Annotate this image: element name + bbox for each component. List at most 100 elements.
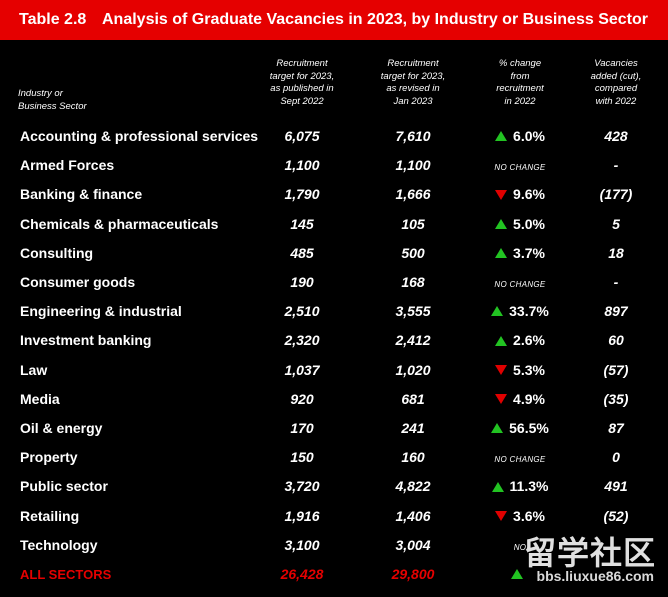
triangle-up-icon — [495, 218, 508, 229]
target-jan-value: 29,800 — [391, 566, 435, 582]
header-target-jan: Recruitment target for 2023, as revised … — [380, 58, 446, 107]
sector-name: Retailing — [20, 507, 80, 524]
triangle-down-icon — [495, 510, 508, 521]
triangle-down-icon — [495, 189, 508, 200]
percent-change-cell: 6.0% — [484, 122, 556, 151]
table-title-bar: Table 2.8 Analysis of Graduate Vacancies… — [0, 0, 668, 40]
target-sept-value: 1,790 — [284, 186, 320, 203]
header-sector: Industry or Business Sector — [18, 88, 87, 112]
triangle-up-icon — [491, 306, 504, 317]
triangle-down-icon — [495, 394, 508, 405]
target-sept-value: 1,916 — [284, 507, 320, 524]
percent-change-cell: 5.0% — [484, 210, 556, 239]
table-row: Banking & finance 1,790 1,666 9.6% (177) — [0, 180, 668, 209]
target-jan-value: 3,004 — [395, 536, 431, 553]
target-jan-value: 168 — [401, 274, 425, 290]
table-row: Engineering & industrial 2,510 3,555 33.7% 8… — [0, 297, 668, 326]
no-change-label: NO CHANGE — [494, 455, 546, 465]
triangle-up-icon — [491, 423, 504, 434]
vacancies-added-value: (177) — [599, 186, 633, 203]
sector-name: Chemicals & pharmaceuticals — [20, 215, 219, 232]
table-row: Investment banking 2,320 2,412 2.6% 60 — [0, 326, 668, 355]
percent-change-value: 3.7% — [513, 244, 545, 261]
percent-change-value: 3.6% — [513, 507, 545, 524]
sector-name: ALL SECTORS — [20, 567, 112, 582]
vacancies-added-value: 87 — [608, 420, 624, 436]
target-jan-value: 3,555 — [395, 303, 431, 320]
target-sept-value: 3,100 — [284, 536, 320, 553]
sector-name: Accounting & professional services — [20, 128, 259, 144]
table-row: Oil & energy 170 241 56.5% 87 — [0, 414, 668, 443]
vacancies-added-value: - — [613, 157, 619, 174]
target-sept-value: 190 — [290, 274, 314, 290]
target-jan-value: 7,610 — [395, 128, 431, 144]
table-row: Retailing 1,916 1,406 3.6% (52) — [0, 502, 668, 531]
table-row: Chemicals & pharmaceuticals 145 105 5.0% 5 — [0, 210, 668, 239]
target-sept-value: 6,075 — [284, 128, 320, 144]
table-row: Accounting & professional services 6,075 7… — [0, 122, 668, 151]
table-title: Analysis of Graduate Vacancies in 2023, … — [102, 11, 648, 28]
target-jan-value: 1,100 — [395, 157, 431, 174]
total-row: ALL SECTORS 26,428 29,800 — [0, 560, 668, 589]
sector-name: Investment banking — [20, 332, 152, 349]
vacancies-added-value: (35) — [603, 390, 629, 407]
target-sept-value: 2,510 — [284, 303, 320, 320]
sector-name: Engineering & industrial — [20, 303, 182, 320]
vacancies-added-value: - — [613, 274, 619, 290]
sector-name: Public sector — [20, 478, 108, 495]
header-vacancies-added: Vacancies added (cut), compared with 202… — [590, 58, 642, 107]
target-jan-value: 1,406 — [395, 507, 431, 524]
table-row: Technology 3,100 3,004 NO — [0, 531, 668, 560]
header-target-sept: Recruitment target for 2023, as publishe… — [269, 58, 335, 107]
triangle-down-icon — [495, 364, 508, 375]
sector-name: Consulting — [20, 244, 94, 261]
percent-change-cell: 56.5% — [484, 414, 556, 443]
vacancies-added-value: 428 — [604, 128, 628, 144]
no-change-label: NO CHANGE — [494, 280, 546, 289]
target-jan-value: 160 — [401, 449, 425, 466]
percent-change-cell: 11.3% — [484, 472, 556, 501]
percent-change-cell: 4.9% — [484, 385, 556, 414]
triangle-up-icon — [491, 481, 504, 492]
vacancies-added-value: (57) — [603, 361, 629, 378]
sector-name: Oil & energy — [20, 420, 103, 436]
table-row: Media 920 681 4.9% (35) — [0, 385, 668, 414]
target-sept-value: 1,037 — [284, 361, 320, 378]
vacancies-added-value: (52) — [603, 507, 629, 524]
percent-change-value: 9.6% — [513, 186, 545, 203]
target-sept-value: 145 — [290, 215, 314, 232]
sector-name: Media — [20, 390, 60, 407]
target-sept-value: 3,720 — [284, 478, 320, 495]
percent-change-cell: 9.6% — [484, 180, 556, 209]
target-sept-value: 150 — [290, 449, 314, 466]
target-sept-value: 485 — [290, 244, 314, 261]
target-jan-value: 500 — [401, 244, 425, 261]
target-jan-value: 1,666 — [395, 186, 431, 203]
percent-change-cell: 5.3% — [484, 356, 556, 385]
target-jan-value: 105 — [401, 215, 425, 232]
sector-name: Technology — [20, 536, 98, 553]
target-jan-value: 681 — [401, 390, 425, 407]
percent-change-value: 6.0% — [513, 128, 545, 144]
triangle-up-icon — [495, 131, 508, 142]
vacancies-added-value: 491 — [604, 478, 628, 495]
table-row: Public sector 3,720 4,822 11.3% 491 — [0, 472, 668, 501]
percent-change-value: 2.6% — [513, 332, 545, 349]
percent-change-cell: NO CHANGE — [484, 443, 556, 472]
percent-change-value: 4.9% — [513, 390, 545, 407]
target-sept-value: 170 — [290, 420, 314, 436]
table-row: Armed Forces 1,100 1,100 NO CHANGE - — [0, 151, 668, 180]
sector-name: Armed Forces — [20, 157, 115, 174]
vacancies-added-value: 18 — [608, 244, 624, 261]
table-number: Table 2.8 — [19, 11, 87, 28]
percent-change-value: 56.5% — [509, 420, 549, 436]
percent-change-value: 33.7% — [509, 303, 549, 320]
target-sept-value: 2,320 — [284, 332, 320, 349]
vacancies-added-value: 897 — [604, 303, 628, 320]
no-change-label: NO CHANGE — [494, 163, 546, 173]
percent-change-value: 5.3% — [513, 361, 545, 378]
sector-name: Banking & finance — [20, 186, 143, 203]
target-jan-value: 4,822 — [395, 478, 431, 495]
percent-change-cell: NO CHANGE — [484, 151, 556, 180]
percent-change-value: 5.0% — [513, 215, 545, 232]
